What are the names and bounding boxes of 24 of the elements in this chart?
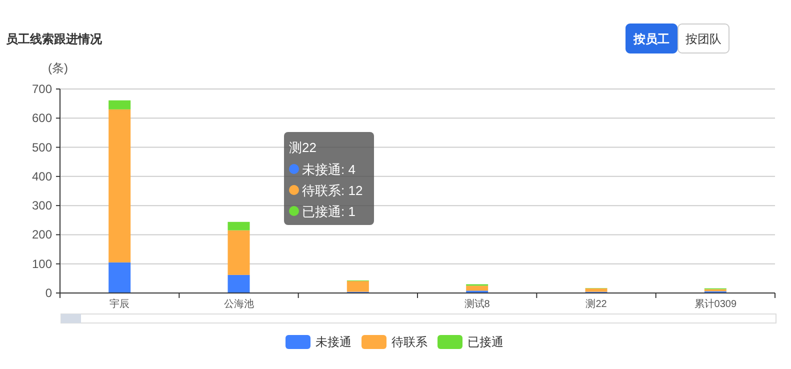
y-tick-label: 200: [32, 228, 52, 242]
x-tick-label: 宇辰: [110, 298, 130, 310]
y-tick-label: 700: [32, 82, 52, 96]
annotation: 测22: [289, 140, 316, 155]
legend-label: 已接通: [468, 335, 504, 349]
annotation: 未接通: 4: [302, 162, 356, 177]
y-tick-label: 300: [32, 198, 52, 213]
legend-label: 待联系: [392, 335, 428, 349]
y-tick-label: 0: [45, 286, 52, 300]
y-tick-label: 100: [32, 256, 52, 271]
y-tick-label: 600: [32, 111, 52, 126]
x-tick-label: 公海池: [224, 298, 254, 310]
x-tick-label: 测22: [586, 298, 608, 310]
annotation: 待联系: 12: [302, 183, 363, 198]
x-tick-label: 测试8: [464, 298, 490, 310]
text: 按员工: [632, 32, 670, 46]
y-tick-label: 400: [32, 169, 52, 184]
x-tick-label: 累计0309: [694, 298, 737, 310]
chart-title: 员工线索跟进情况: [6, 32, 103, 46]
legend-label: 未接通: [316, 335, 352, 349]
y-axis-title: (条): [48, 61, 68, 75]
text: 按团队: [686, 32, 722, 46]
annotation: 已接通: 1: [302, 204, 356, 219]
y-tick-label: 500: [32, 140, 52, 154]
